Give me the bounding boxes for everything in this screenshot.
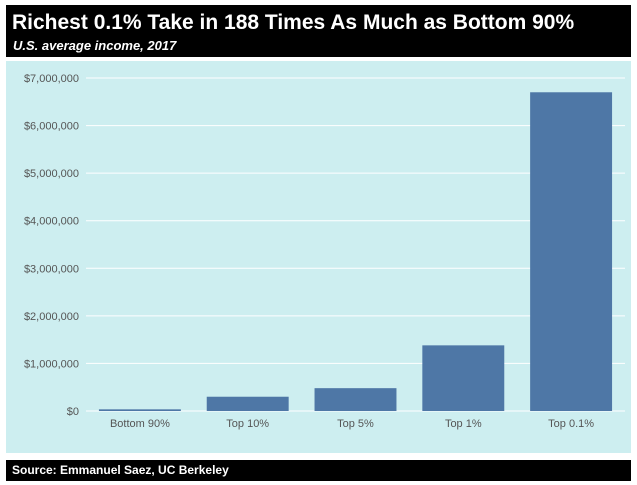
y-tick-label: $2,000,000: [24, 311, 79, 323]
y-tick-label: $6,000,000: [24, 121, 79, 133]
bar-top-5: [314, 388, 397, 411]
source-note: Source: Emmanuel Saez, UC Berkeley: [12, 463, 229, 477]
bar-top-1: [422, 345, 505, 411]
y-tick-label: $0: [67, 406, 79, 418]
x-tick-label: Top 5%: [337, 418, 374, 430]
chart-footer: Source: Emmanuel Saez, UC Berkeley: [6, 460, 631, 481]
bar-bottom-90: [98, 409, 181, 411]
chart-area: $0 $1,000,000 $2,000,000 $3,000,000 $4,000,0…: [6, 61, 631, 453]
y-tick-label: $5,000,000: [24, 168, 79, 180]
bar-top-10: [206, 396, 289, 411]
y-tick-label: $1,000,000: [24, 358, 79, 370]
chart-header: Richest 0.1% Take in 188 Times As Much a…: [6, 5, 631, 57]
y-tick-label: $3,000,000: [24, 263, 79, 275]
x-tick-label: Top 1%: [445, 418, 482, 430]
chart-subtitle: U.S. average income, 2017: [13, 38, 177, 53]
y-tick-label: $7,000,000: [24, 73, 79, 85]
y-tick-label: $4,000,000: [24, 216, 79, 228]
x-tick-label: Top 10%: [226, 418, 269, 430]
x-tick-label: Top 0.1%: [548, 418, 594, 430]
bar-top-0-1: [530, 92, 613, 412]
x-tick-label: Bottom 90%: [110, 418, 170, 430]
chart-title: Richest 0.1% Take in 188 Times As Much a…: [12, 11, 575, 34]
bar-chart: $0 $1,000,000 $2,000,000 $3,000,000 $4,000,0…: [24, 73, 625, 430]
